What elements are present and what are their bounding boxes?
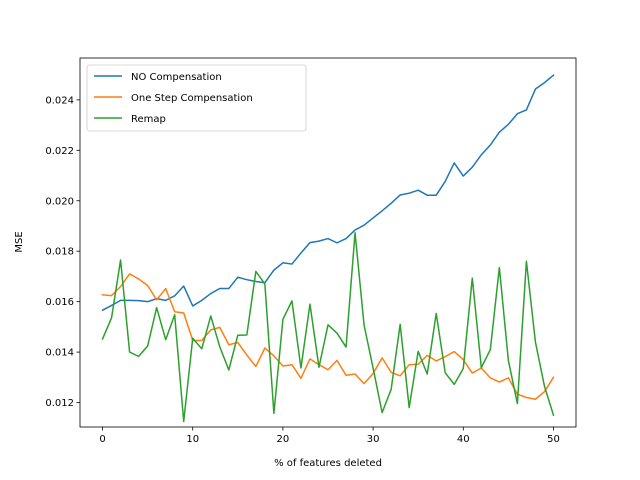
series-layer bbox=[101, 74, 555, 423]
legend-box bbox=[86, 64, 307, 132]
plot-frame bbox=[79, 57, 577, 428]
legend-label-3: Remap bbox=[131, 114, 166, 125]
legend-label-1: NO Compensation bbox=[131, 72, 222, 83]
x-axis-label: % of features deleted bbox=[274, 458, 382, 469]
y-tick-label: 0.020 bbox=[45, 196, 74, 207]
series-line-1 bbox=[101, 74, 555, 312]
x-tick-label: 10 bbox=[186, 434, 199, 445]
legend-label-2: One Step Compensation bbox=[131, 93, 253, 104]
series-line-2 bbox=[101, 273, 555, 401]
x-axis: 0 10 20 30 40 50 bbox=[99, 427, 560, 445]
x-tick-label: 40 bbox=[457, 434, 470, 445]
x-tick-label: 20 bbox=[277, 434, 290, 445]
y-tick-label: 0.016 bbox=[45, 297, 74, 308]
series-line-3 bbox=[101, 232, 555, 423]
y-tick-label: 0.022 bbox=[45, 146, 74, 157]
x-tick-label: 0 bbox=[99, 434, 105, 445]
legend: NO Compensation One Step Compensation Rema… bbox=[86, 64, 307, 132]
y-tick-label: 0.024 bbox=[45, 95, 74, 106]
y-tick-label: 0.018 bbox=[45, 247, 74, 258]
y-tick-label: 0.012 bbox=[45, 398, 74, 409]
y-axis: 0.012 0.014 0.016 0.018 0.020 0.022 0.024 bbox=[45, 95, 80, 409]
x-tick-label: 30 bbox=[367, 434, 380, 445]
y-axis-label: MSE bbox=[14, 231, 25, 252]
x-tick-label: 50 bbox=[547, 434, 560, 445]
y-tick-label: 0.014 bbox=[45, 348, 74, 359]
